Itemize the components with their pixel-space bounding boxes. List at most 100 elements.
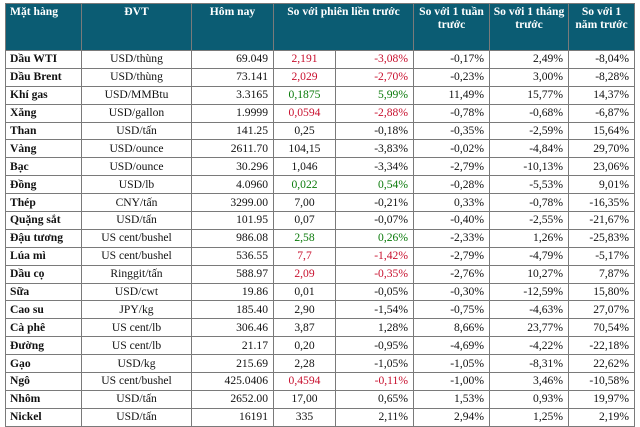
row-vs-week: -1,05%: [413, 354, 490, 374]
header-item: Mặt hàng: [5, 3, 82, 51]
row-unit: USD/MMBtu: [81, 85, 192, 105]
row-vs-week: -0,02%: [413, 139, 490, 159]
header-today: Hôm nay: [191, 3, 274, 51]
row-item-name: Sữa: [5, 282, 82, 302]
row-change-pct: -0,11%: [335, 372, 414, 391]
row-vs-year: -8,28%: [568, 67, 635, 87]
row-change-abs: 1,046: [273, 157, 336, 177]
row-change-pct: -3,83%: [335, 139, 414, 159]
row-price-today: 3.3165: [191, 85, 274, 105]
row-vs-week: -0,78%: [413, 103, 490, 123]
table-row: Quặng sắt USD/tấn 101.95 0,07 -0,07% -0,40% -2…: [5, 211, 635, 230]
row-item-name: Cao su: [5, 300, 82, 320]
row-vs-week: 1,53%: [413, 389, 490, 409]
row-price-today: 2611.70: [191, 139, 274, 159]
table-row: Lúa mì US cent/bushel 536.55 7,7 -1,42% -2,79…: [5, 246, 635, 266]
row-item-name: Xăng: [5, 103, 82, 123]
row-change-pct: -0,35%: [335, 264, 414, 284]
row-vs-month: 15,77%: [489, 85, 569, 105]
row-item-name: Đường: [5, 336, 82, 356]
row-change-abs: 104,15: [273, 139, 336, 159]
row-change-pct: 0,26%: [335, 228, 414, 248]
row-vs-month: -2,55%: [489, 211, 569, 230]
row-vs-year: 27,07%: [568, 300, 635, 320]
row-vs-week: -0,23%: [413, 67, 490, 87]
row-vs-month: -4,84%: [489, 139, 569, 159]
row-vs-month: 10,27%: [489, 264, 569, 284]
row-change-abs: 0,1875: [273, 85, 336, 105]
row-price-today: 30.296: [191, 157, 274, 177]
row-change-abs: 2,28: [273, 354, 336, 374]
table-row: Khí gas USD/MMBtu 3.3165 0,1875 5,99% 11,49% 1…: [5, 85, 635, 105]
table-row: Sữa USD/cwt 19.86 0,01 -0,05% -0,30% -12,59% 15…: [5, 282, 635, 302]
row-change-abs: 0,022: [273, 175, 336, 195]
row-unit: Ringgit/tấn: [81, 264, 192, 284]
row-item-name: Dầu WTI: [5, 50, 82, 69]
row-vs-week: -0,28%: [413, 175, 490, 195]
row-change-abs: 0,20: [273, 336, 336, 356]
row-change-pct: -0,18%: [335, 121, 414, 141]
row-vs-month: -0,78%: [489, 193, 569, 213]
row-vs-month: -2,59%: [489, 121, 569, 141]
row-change-abs: 2,191: [273, 50, 336, 69]
row-vs-week: -0,17%: [413, 50, 490, 69]
row-vs-year: 23,06%: [568, 157, 635, 177]
row-price-today: 4.0960: [191, 175, 274, 195]
row-price-today: 2652.00: [191, 389, 274, 409]
row-vs-year: -25,83%: [568, 228, 635, 248]
row-change-abs: 7,00: [273, 193, 336, 213]
row-unit: USD/cwt: [81, 282, 192, 302]
row-unit: USD/ounce: [81, 139, 192, 159]
row-unit: USD/kg: [81, 354, 192, 374]
row-vs-week: -0,30%: [413, 282, 490, 302]
row-item-name: Lúa mì: [5, 246, 82, 266]
row-item-name: Khí gas: [5, 85, 82, 105]
row-item-name: Nickel: [5, 407, 82, 427]
row-vs-month: 1,25%: [489, 407, 569, 427]
row-vs-week: -2,79%: [413, 157, 490, 177]
row-price-today: 73.141: [191, 67, 274, 87]
row-unit: USD/ounce: [81, 157, 192, 177]
row-vs-year: 22,62%: [568, 354, 635, 374]
row-vs-week: -0,40%: [413, 211, 490, 230]
table-row: Than USD/tấn 141.25 0,25 -0,18% -0,35% -2,59% 1…: [5, 121, 635, 141]
row-change-abs: 2,58: [273, 228, 336, 248]
row-change-pct: 5,99%: [335, 85, 414, 105]
row-price-today: 425.0406: [191, 372, 274, 391]
row-change-pct: -2,88%: [335, 103, 414, 123]
row-vs-month: 3,46%: [489, 372, 569, 391]
table-row: Đồng USD/lb 4.0960 0,022 0,54% -0,28% -5,53% 9,…: [5, 175, 635, 195]
row-vs-week: 0,33%: [413, 193, 490, 213]
table-row: Xăng USD/gallon 1.9999 0,0594 -2,88% -0,78% -0…: [5, 103, 635, 123]
row-unit: US cent/bushel: [81, 246, 192, 266]
row-change-pct: -3,08%: [335, 50, 414, 69]
header-row: Mặt hàng ĐVT Hôm nay So với phiên liền t…: [5, 3, 635, 51]
table-row: Đường US cent/lb 21.17 0,20 -0,95% -4,69% -4,2…: [5, 336, 635, 356]
row-vs-year: 7,87%: [568, 264, 635, 284]
table-row: Bạc USD/ounce 30.296 1,046 -3,34% -2,79% -10,1…: [5, 157, 635, 177]
row-change-abs: 0,4594: [273, 372, 336, 391]
row-item-name: Than: [5, 121, 82, 141]
row-vs-week: -2,76%: [413, 264, 490, 284]
header-vs-1-week: So với 1 tuần trước: [413, 3, 490, 51]
row-price-today: 16191: [191, 407, 274, 427]
row-vs-year: 14,37%: [568, 85, 635, 105]
row-vs-year: 29,70%: [568, 139, 635, 159]
row-price-today: 986.08: [191, 228, 274, 248]
row-change-pct: -0,95%: [335, 336, 414, 356]
row-price-today: 306.46: [191, 318, 274, 338]
row-vs-year: -6,87%: [568, 103, 635, 123]
table-row: Ngô US cent/bushel 425.0406 0,4594 -0,11% -1,…: [5, 372, 635, 391]
table-row: Dầu WTI USD/thùng 69.049 2,191 -3,08% -0,17% 2…: [5, 50, 635, 69]
row-change-pct: -1,42%: [335, 246, 414, 266]
row-unit: US cent/bushel: [81, 228, 192, 248]
row-unit: USD/tấn: [81, 121, 192, 141]
row-item-name: Dầu cọ: [5, 264, 82, 284]
row-vs-month: -4,22%: [489, 336, 569, 356]
row-vs-year: 2,19%: [568, 407, 635, 427]
commodity-price-table: Mặt hàng ĐVT Hôm nay So với phiên liền t…: [5, 3, 635, 427]
table-row: Dầu cọ Ringgit/tấn 588.97 2,09 -0,35% -2,76% 1…: [5, 264, 635, 284]
row-unit: USD/thùng: [81, 67, 192, 87]
row-change-pct: 1,28%: [335, 318, 414, 338]
row-price-today: 69.049: [191, 50, 274, 69]
